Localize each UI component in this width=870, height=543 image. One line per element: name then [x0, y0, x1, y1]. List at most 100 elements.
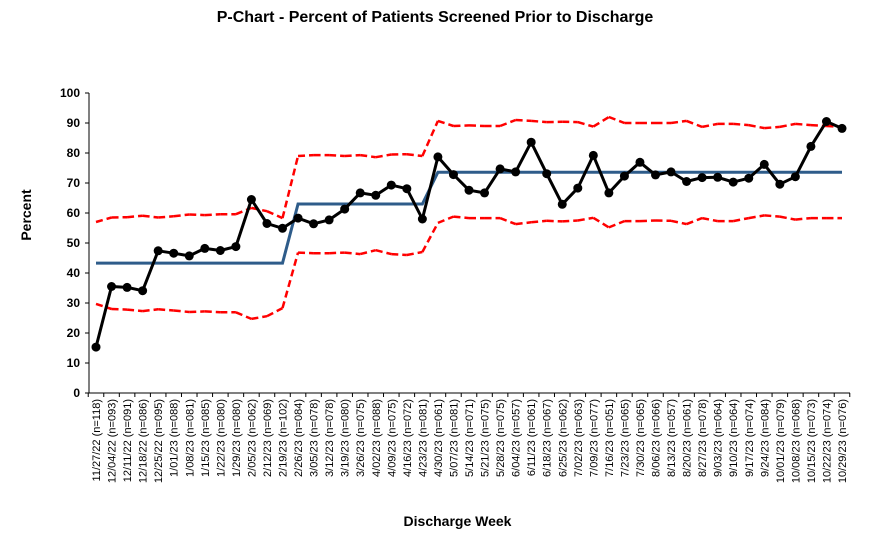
- lcl-segment: [297, 251, 314, 255]
- data-point: [262, 219, 272, 228]
- data-point: [557, 199, 567, 209]
- lcl-segment: [126, 308, 143, 313]
- data-point: [588, 150, 598, 160]
- x-tick-label: 1/22/23 (n=080): [215, 399, 227, 477]
- y-tick-label: 80: [67, 146, 81, 160]
- ucl-segment: [592, 115, 610, 128]
- lcl-segment: [173, 309, 190, 314]
- ucl-segment: [126, 214, 143, 219]
- x-tick-label: 11/27/22 (n=118): [91, 399, 103, 481]
- lcl-segment: [266, 306, 284, 318]
- lcl-segment: [158, 308, 174, 312]
- data-point: [713, 172, 723, 182]
- x-tick-label: 3/05/23 (n=078): [309, 399, 321, 477]
- axes: [88, 93, 850, 394]
- data-point: [651, 170, 660, 180]
- ucl-segment: [344, 153, 361, 158]
- lcl-segment: [732, 216, 749, 223]
- lcl-segment: [329, 251, 345, 255]
- lcl-segment: [701, 216, 718, 223]
- lcl-segment: [235, 311, 252, 321]
- series-percent: [91, 117, 847, 352]
- lcl-segment: [515, 221, 532, 226]
- lcl-segment: [748, 214, 765, 220]
- x-tick-label: 8/13/23 (n=057): [666, 399, 678, 477]
- ucl-segment: [531, 119, 547, 124]
- lcl-segment: [592, 216, 610, 229]
- x-tick-label: 9/17/23 (n=074): [744, 399, 756, 477]
- x-tick-label: 9/10/23 (n=064): [728, 399, 740, 477]
- data-point: [464, 185, 474, 195]
- lcl-segment: [795, 216, 812, 221]
- x-tick-label: 8/27/23 (n=078): [697, 399, 709, 477]
- lcl-segment: [562, 219, 578, 223]
- ucl-segment: [686, 119, 703, 129]
- percent-line: [94, 120, 843, 348]
- lcl-segment: [111, 307, 128, 311]
- data-point: [107, 282, 117, 291]
- data-point: [821, 117, 831, 126]
- y-tick-label: 10: [67, 356, 81, 370]
- lcl-segment: [142, 308, 159, 313]
- ucl-segment: [499, 118, 517, 128]
- ucl-segment: [142, 214, 159, 219]
- ucl-segment: [251, 206, 268, 213]
- x-tick-label: 7/23/23 (n=065): [619, 399, 631, 477]
- x-tick-label: 7/16/23 (n=051): [604, 399, 616, 477]
- y-tick-label: 0: [73, 386, 80, 400]
- lcl-segment: [251, 314, 268, 321]
- data-point: [806, 141, 816, 151]
- ucl-segment: [329, 153, 345, 158]
- ucl-segment: [515, 118, 532, 123]
- data-point: [526, 137, 536, 147]
- data-point: [386, 180, 396, 190]
- lcl-segment: [670, 219, 687, 226]
- y-ticks: 0 10 20 30 40 50 60 70 80 90 100: [60, 86, 89, 400]
- data-point: [231, 242, 241, 252]
- data-point: [184, 251, 194, 261]
- x-tick-label: 4/23/23 (n=081): [417, 399, 429, 477]
- lcl-segment: [779, 215, 796, 221]
- data-point: [215, 246, 225, 255]
- lcl-segment: [531, 219, 547, 224]
- ucl-segment: [701, 122, 718, 129]
- x-tick-label: 4/16/23 (n=072): [402, 399, 414, 477]
- ucl-segment: [406, 152, 423, 158]
- lcl-segment: [764, 214, 780, 218]
- x-tick-label: 6/18/23 (n=067): [542, 399, 554, 477]
- x-tick-label: 6/11/23 (n=061): [526, 399, 538, 476]
- ucl-segment: [189, 213, 205, 217]
- ucl-segment: [95, 216, 112, 224]
- ucl-segment: [204, 212, 221, 217]
- data-point: [138, 286, 148, 296]
- data-point: [744, 173, 754, 183]
- lcl-segment: [406, 250, 423, 257]
- data-point: [324, 215, 334, 225]
- y-tick-label: 60: [67, 206, 81, 220]
- lcl-segment: [189, 310, 205, 314]
- data-point: [837, 123, 847, 133]
- y-tick-label: 70: [67, 176, 81, 190]
- data-point: [511, 167, 521, 177]
- lcl-segment: [421, 222, 440, 253]
- lcl-segment: [391, 252, 407, 257]
- lcl-segment: [453, 215, 470, 220]
- data-point: [433, 152, 443, 162]
- ucl-segment: [670, 119, 687, 125]
- ucl-segment: [297, 153, 314, 158]
- x-tick-label: 3/26/23 (n=075): [355, 399, 367, 477]
- x-tick-label: 2/05/23 (n=062): [246, 399, 258, 477]
- data-point: [246, 195, 256, 204]
- y-tick-label: 50: [67, 236, 81, 250]
- data-point: [495, 164, 505, 174]
- x-tick-label: 1/29/23 (n=080): [231, 399, 243, 477]
- x-tick-label: 10/22/23 (n=074): [821, 399, 833, 483]
- x-tick-label: 5/14/23 (n=071): [464, 399, 476, 477]
- lcl-segment: [95, 302, 112, 311]
- x-tick-label: 2/26/23 (n=084): [293, 399, 305, 477]
- x-tick-label: 1/01/23 (n=088): [169, 399, 181, 477]
- x-tick-label: 10/01/23 (n=079): [775, 399, 787, 483]
- y-tick-label: 30: [67, 296, 81, 310]
- x-tick-label: 7/30/23 (n=065): [635, 399, 647, 477]
- data-point: [200, 243, 210, 253]
